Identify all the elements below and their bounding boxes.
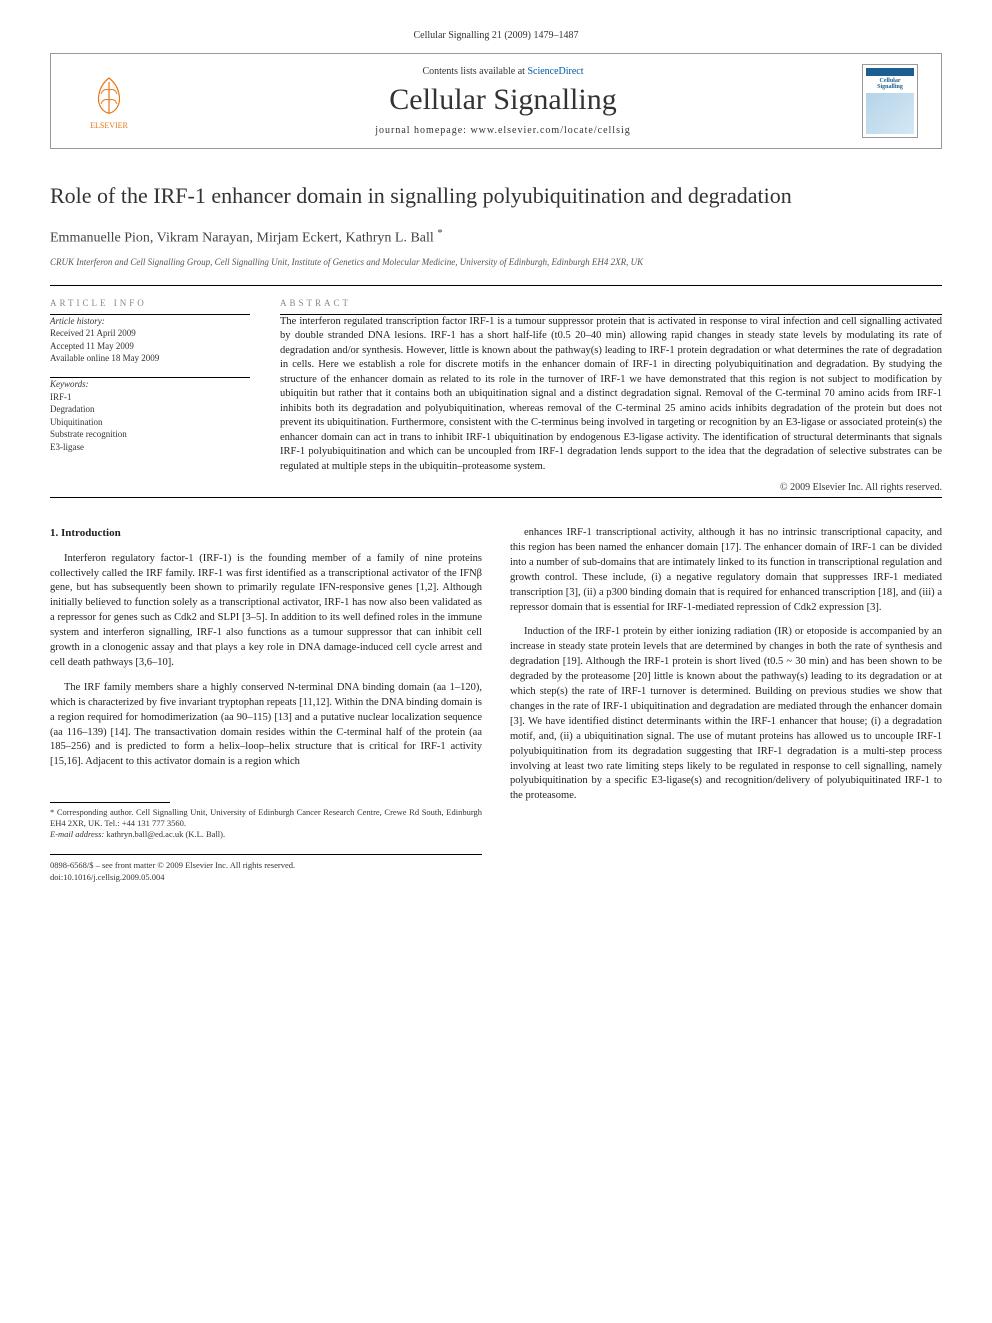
bottom-rule xyxy=(50,497,942,498)
section-heading-introduction: 1. Introduction xyxy=(50,526,482,542)
accepted-date: Accepted 11 May 2009 xyxy=(50,340,250,353)
abstract-text: The interferon regulated transcription f… xyxy=(280,315,942,474)
abstract-column: ABSTRACT The interferon regulated transc… xyxy=(280,290,942,493)
homepage-url[interactable]: www.elsevier.com/locate/cellsig xyxy=(470,125,630,136)
body-paragraph: Induction of the IRF-1 protein by either… xyxy=(510,625,942,804)
corresponding-marker: * xyxy=(437,227,443,239)
homepage-prefix: journal homepage: xyxy=(375,125,470,136)
article-info-heading: ARTICLE INFO xyxy=(50,298,250,308)
keyword: Substrate recognition xyxy=(50,428,250,441)
keywords-label: Keywords: xyxy=(50,378,250,391)
history-label: Article history: xyxy=(50,315,250,328)
right-column: enhances IRF-1 transcriptional activity,… xyxy=(510,526,942,884)
contents-available-line: Contents lists available at ScienceDirec… xyxy=(149,66,857,77)
received-date: Received 21 April 2009 xyxy=(50,327,250,340)
journal-name: Cellular Signalling xyxy=(149,83,857,117)
elsevier-tree-logo: ELSEVIER xyxy=(81,70,137,132)
footer-rule xyxy=(50,854,482,855)
header-citation: Cellular Signalling 21 (2009) 1479–1487 xyxy=(50,30,942,41)
keyword: Degradation xyxy=(50,403,250,416)
email-suffix: (K.L. Ball). xyxy=(185,829,225,839)
email-label: E-mail address: xyxy=(50,829,104,839)
author-list: Emmanuelle Pion, Vikram Narayan, Mirjam … xyxy=(50,227,942,247)
abstract-copyright: © 2009 Elsevier Inc. All rights reserved… xyxy=(280,482,942,493)
journal-cover-wrap: Cellular Signalling xyxy=(857,64,923,138)
article-history-block: Article history: Received 21 April 2009 … xyxy=(50,315,250,365)
left-column: 1. Introduction Interferon regulatory fa… xyxy=(50,526,482,884)
svg-text:ELSEVIER: ELSEVIER xyxy=(90,121,128,130)
top-rule xyxy=(50,285,942,286)
cover-top-bar xyxy=(866,68,914,76)
body-columns: 1. Introduction Interferon regulatory fa… xyxy=(50,526,942,884)
body-paragraph: Interferon regulatory factor-1 (IRF-1) i… xyxy=(50,552,482,671)
keywords-block: Keywords: IRF-1 Degradation Ubiquitinati… xyxy=(50,378,250,454)
journal-banner: ELSEVIER Contents lists available at Sci… xyxy=(50,53,942,149)
corresponding-footnote: * Corresponding author. Cell Signalling … xyxy=(50,807,482,840)
info-abstract-row: ARTICLE INFO Article history: Received 2… xyxy=(50,290,942,493)
journal-cover-thumb: Cellular Signalling xyxy=(862,64,918,138)
issn-line: 0898-6568/$ – see front matter © 2009 El… xyxy=(50,859,482,871)
banner-center: Contents lists available at ScienceDirec… xyxy=(149,66,857,136)
body-paragraph: enhances IRF-1 transcriptional activity,… xyxy=(510,526,942,615)
doi-line: doi:10.1016/j.cellsig.2009.05.004 xyxy=(50,871,482,883)
article-title: Role of the IRF-1 enhancer domain in sig… xyxy=(50,183,942,209)
affiliation: CRUK Interferon and Cell Signalling Grou… xyxy=(50,257,942,267)
abstract-heading: ABSTRACT xyxy=(280,298,942,308)
cover-title: Cellular Signalling xyxy=(866,78,914,90)
authors-text: Emmanuelle Pion, Vikram Narayan, Mirjam … xyxy=(50,231,434,246)
contents-prefix: Contents lists available at xyxy=(422,66,527,77)
online-date: Available online 18 May 2009 xyxy=(50,352,250,365)
article-info-column: ARTICLE INFO Article history: Received 2… xyxy=(50,290,250,493)
journal-homepage-line: journal homepage: www.elsevier.com/locat… xyxy=(149,125,857,136)
footnote-rule xyxy=(50,802,170,803)
email-address[interactable]: kathryn.ball@ed.ac.uk xyxy=(106,829,183,839)
body-paragraph: The IRF family members share a highly co… xyxy=(50,681,482,770)
sciencedirect-link[interactable]: ScienceDirect xyxy=(527,66,583,77)
cover-image xyxy=(866,93,914,134)
keyword: Ubiquitination xyxy=(50,416,250,429)
publisher-logo-wrap: ELSEVIER xyxy=(69,70,149,132)
keyword: E3-ligase xyxy=(50,441,250,454)
corresponding-author-text: * Corresponding author. Cell Signalling … xyxy=(50,807,482,829)
email-line: E-mail address: kathryn.ball@ed.ac.uk (K… xyxy=(50,829,482,840)
keyword: IRF-1 xyxy=(50,391,250,404)
